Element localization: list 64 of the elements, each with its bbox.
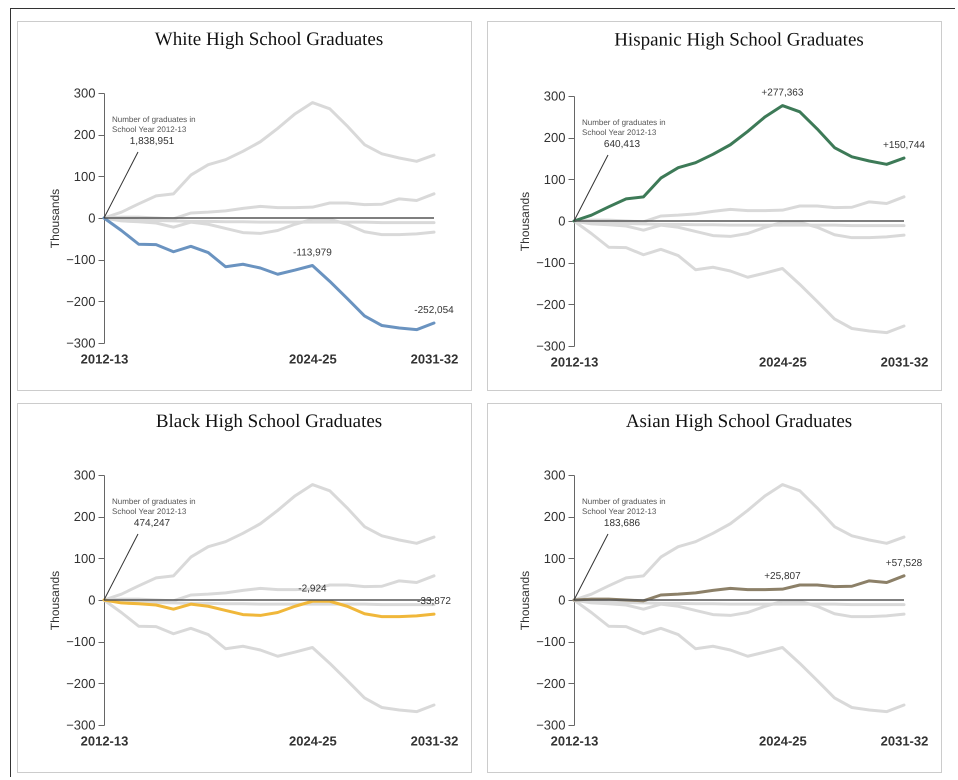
x-tick-label: 2024-25 xyxy=(759,734,807,748)
y-tick-label: 0 xyxy=(88,592,96,608)
y-tick-label: −300 xyxy=(536,718,566,732)
annotation: +57,528 xyxy=(886,558,923,569)
y-tick-label: 100 xyxy=(544,172,566,187)
y-tick-label: 100 xyxy=(544,550,566,566)
annotation: Number of graduates in School Year 2012-13 xyxy=(112,115,196,134)
y-axis-title: Thousands xyxy=(518,570,532,630)
x-tick-label: 2031-32 xyxy=(880,734,928,748)
y-tick-label: −200 xyxy=(536,676,566,691)
x-tick-label: 2012-13 xyxy=(550,734,598,748)
chart-title: Hispanic High School Graduates xyxy=(614,30,864,51)
y-tick-label: −300 xyxy=(66,336,96,350)
annotation: 640,413 xyxy=(604,139,641,150)
y-axis-title: Thousands xyxy=(48,570,62,630)
y-tick-label: 100 xyxy=(74,168,96,184)
y-tick-label: −200 xyxy=(66,676,96,691)
x-tick-label: 2012-13 xyxy=(80,734,128,748)
annotation: +25,807 xyxy=(764,571,802,582)
y-axis-title: Thousands xyxy=(518,192,532,252)
y-tick-label: −100 xyxy=(536,634,566,650)
x-tick-label: 2031-32 xyxy=(880,354,928,370)
y-tick-label: 300 xyxy=(544,468,566,482)
chart-title: White High School Graduates xyxy=(154,29,384,50)
annotation: Number of graduates in School Year 2012-13 xyxy=(582,118,666,137)
x-tick-label: 2012-13 xyxy=(80,352,128,366)
x-tick-label: 2031-32 xyxy=(410,734,458,748)
y-tick-label: 300 xyxy=(544,88,566,104)
y-tick-label: 300 xyxy=(74,86,96,100)
y-tick-label: 0 xyxy=(88,210,96,226)
y-tick-label: 200 xyxy=(74,127,96,142)
y-tick-label: 0 xyxy=(558,592,566,608)
annotation: -2,924 xyxy=(298,583,328,594)
annotation: 474,247 xyxy=(134,518,171,529)
annotation: -113,979 xyxy=(293,248,332,258)
y-tick-label: −300 xyxy=(536,338,566,354)
y-tick-label: −100 xyxy=(536,255,566,270)
y-tick-label: 100 xyxy=(74,550,96,566)
y-tick-label: 300 xyxy=(74,468,96,482)
annotation: 1,838,951 xyxy=(130,136,175,147)
annotation: +150,744 xyxy=(883,140,926,152)
y-tick-label: 200 xyxy=(544,509,566,524)
annotation: Number of graduates in School Year 2012-13 xyxy=(582,497,666,516)
y-tick-label: 0 xyxy=(558,214,566,228)
y-tick-label: −200 xyxy=(536,296,566,312)
chart-title: Black High School Graduates xyxy=(156,411,382,432)
x-tick-label: 2024-25 xyxy=(759,354,807,370)
x-tick-label: 2024-25 xyxy=(289,734,337,748)
annotation: Number of graduates in School Year 2012-13 xyxy=(112,497,196,516)
x-tick-label: 2012-13 xyxy=(550,354,598,370)
y-tick-label: −100 xyxy=(66,252,96,268)
x-tick-label: 2031-32 xyxy=(410,352,458,366)
annotation: +277,363 xyxy=(761,88,804,99)
chart-title: Asian High School Graduates xyxy=(626,411,852,432)
y-tick-label: −200 xyxy=(66,294,96,309)
annotation: -33,872 xyxy=(417,596,452,608)
y-tick-label: 200 xyxy=(74,509,96,524)
annotation: -252,054 xyxy=(414,305,454,316)
x-tick-label: 2024-25 xyxy=(289,352,337,366)
y-tick-label: −300 xyxy=(66,718,96,732)
y-axis-title: Thousands xyxy=(48,188,62,248)
annotation: 183,686 xyxy=(604,518,641,529)
y-tick-label: 200 xyxy=(544,130,566,146)
y-tick-label: −100 xyxy=(66,634,96,650)
